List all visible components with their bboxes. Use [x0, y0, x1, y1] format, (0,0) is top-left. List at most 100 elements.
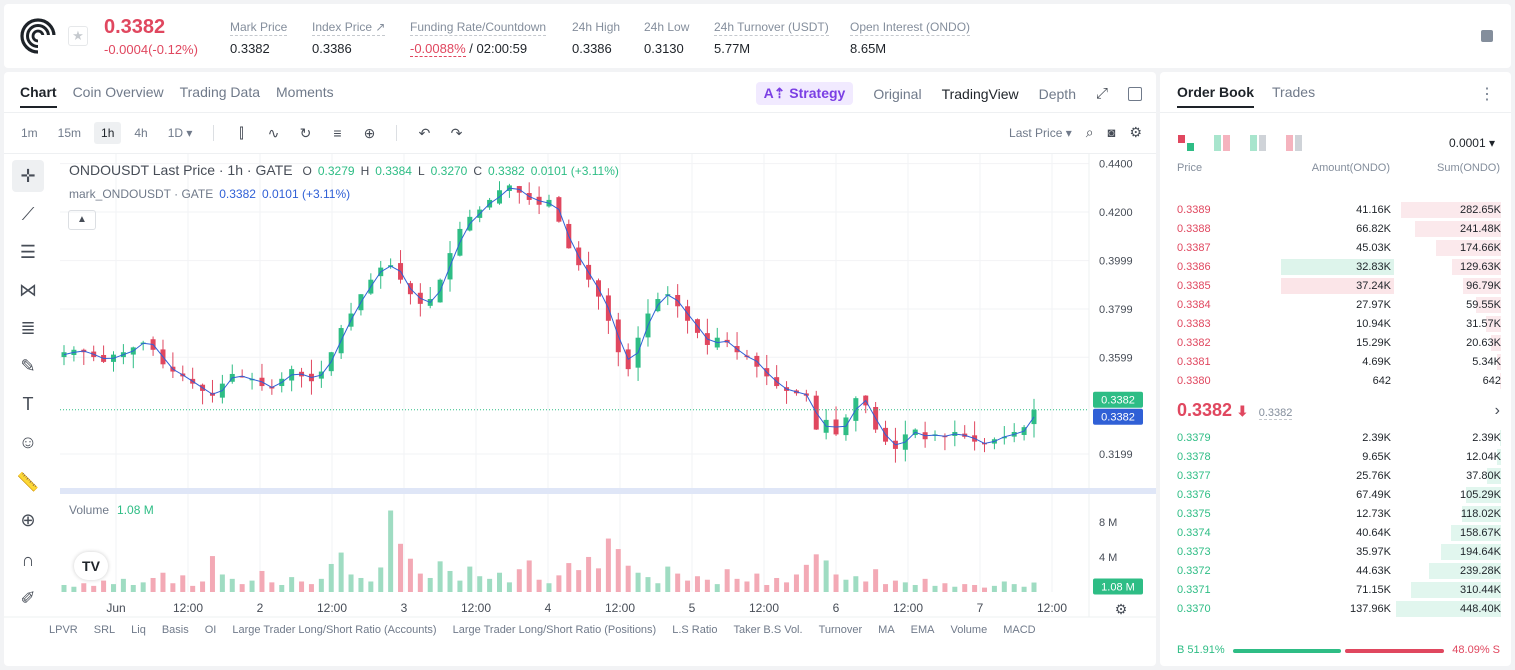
emoji-icon[interactable]: ☺ — [18, 431, 38, 452]
camera-icon[interactable]: ◙ — [1107, 125, 1116, 140]
stat-label[interactable]: Mark Price — [230, 20, 288, 36]
indicators-icon[interactable]: ∿ — [267, 124, 280, 141]
depth-bar — [1401, 202, 1501, 218]
tab-depth[interactable]: Depth — [1038, 85, 1076, 102]
indicator-item[interactable]: Large Trader Long/Short Ratio (Accounts) — [232, 624, 437, 636]
indicator-item[interactable]: MACD — [1003, 624, 1036, 636]
ask-row[interactable]: 0.3383 10.94K 31.57K — [1160, 314, 1511, 333]
tab-trading-data[interactable]: Trading Data — [179, 84, 261, 100]
depth-bar — [1496, 449, 1501, 465]
book-icon[interactable] — [1481, 30, 1493, 42]
stat-label[interactable]: 24h Turnover (USDT) — [714, 20, 829, 36]
tab-tradingview[interactable]: TradingView — [941, 85, 1019, 102]
bid-row[interactable]: 0.3377 25.76K 37.80K — [1160, 466, 1511, 485]
timeframe-1m[interactable]: 1m — [21, 126, 38, 140]
indicator-item[interactable]: Basis — [161, 624, 189, 636]
pencil-lock-icon[interactable]: ✐ — [20, 587, 36, 608]
tradingview-logo-icon[interactable]: TV — [74, 552, 108, 580]
search-icon[interactable]: ⌕ — [1085, 124, 1094, 140]
both-sides-mode-icon[interactable] — [1178, 135, 1194, 151]
brush-icon[interactable]: ✎ — [20, 355, 36, 376]
indicator-item[interactable]: EMA — [910, 624, 935, 636]
asks-only-mode-icon[interactable] — [1286, 135, 1302, 151]
bid-row[interactable]: 0.3376 67.49K 105.29K — [1160, 485, 1511, 504]
row-sum: 129.63K — [1460, 261, 1501, 273]
axis-settings-icon[interactable]: ⚙ — [1115, 601, 1128, 617]
tab-moments[interactable]: Moments — [276, 84, 334, 100]
tab-order-book[interactable]: Order Book — [1177, 84, 1255, 108]
undo-icon[interactable]: ↶ — [418, 124, 431, 141]
indicator-item[interactable]: Liq — [131, 624, 146, 636]
depth-bar — [1435, 240, 1501, 256]
fib-icon[interactable]: ≣ — [20, 317, 36, 338]
indicator-item[interactable]: SRL — [93, 624, 116, 636]
candle-type-icon[interactable]: ⫿ — [239, 124, 244, 141]
zoom-in-icon[interactable]: ⊕ — [20, 509, 36, 530]
add-alert-icon[interactable]: ⊕ — [363, 124, 376, 141]
tab-original[interactable]: Original — [873, 85, 922, 102]
expand-icon[interactable]: ⤢ — [1095, 85, 1108, 102]
collapse-legend-button[interactable]: ▲ — [68, 210, 96, 230]
bid-row[interactable]: 0.3373 35.97K 194.64K — [1160, 542, 1511, 561]
tab-coin-overview[interactable]: Coin Overview — [72, 84, 164, 100]
indicator-item[interactable]: Large Trader Long/Short Ratio (Positions… — [452, 624, 657, 636]
settings-gear-icon[interactable]: ⚙ — [1129, 124, 1142, 140]
bid-row[interactable]: 0.3375 12.73K 118.02K — [1160, 504, 1511, 523]
ask-row[interactable]: 0.3388 66.82K 241.48K — [1160, 219, 1511, 238]
orderbook-mid-price[interactable]: 0.3382 ⬇ 0.3382 › — [1177, 400, 1500, 424]
tab-trades[interactable]: Trades — [1272, 84, 1316, 100]
favorite-star-icon[interactable]: ★ — [68, 26, 88, 46]
crosshair-icon[interactable]: ✛ — [12, 160, 44, 192]
ask-row[interactable]: 0.3381 4.69K 5.34K — [1160, 352, 1511, 371]
indicator-item[interactable]: OI — [204, 624, 217, 636]
ask-row[interactable]: 0.3387 45.03K 174.66K — [1160, 238, 1511, 257]
sell-ratio: 48.09% S — [1452, 644, 1500, 656]
bid-row[interactable]: 0.3372 44.63K 239.28K — [1160, 561, 1511, 580]
magnet-icon[interactable]: ∩ — [21, 549, 35, 570]
ruler-icon[interactable]: 📏 — [16, 471, 40, 492]
indicator-item[interactable]: LPVR — [49, 624, 78, 636]
indicator-item[interactable]: L.S Ratio — [672, 624, 718, 636]
ask-row[interactable]: 0.3382 15.29K 20.63K — [1160, 333, 1511, 352]
ask-row[interactable]: 0.3389 41.16K 282.65K — [1160, 200, 1511, 219]
horizontal-lines-icon[interactable]: ☰ — [19, 241, 37, 262]
bid-row[interactable]: 0.3379 2.39K 2.39K — [1160, 428, 1511, 447]
ask-row[interactable]: 0.3380 642 642 — [1160, 371, 1511, 390]
timeframe-1h[interactable]: 1h — [94, 122, 122, 144]
timeframe-4h[interactable]: 4h — [134, 126, 148, 140]
bid-row[interactable]: 0.3370 137.96K 448.40K — [1160, 599, 1511, 618]
indicator-item[interactable]: MA — [878, 624, 895, 636]
stat-label[interactable]: Index Price ↗ — [312, 20, 386, 36]
indicator-item[interactable]: Taker B.S Vol. — [733, 624, 803, 636]
chevron-right-icon[interactable]: › — [1494, 402, 1500, 419]
stat-label[interactable]: Open Interest (ONDO) — [850, 20, 971, 36]
bid-row[interactable]: 0.3374 40.64K 158.67K — [1160, 523, 1511, 542]
bid-row[interactable]: 0.3378 9.65K 12.04K — [1160, 447, 1511, 466]
stat-label[interactable]: Funding Rate/Countdown — [410, 20, 547, 36]
timeframe-1d[interactable]: 1D ▾ — [167, 126, 193, 140]
more-vertical-icon[interactable]: ⋮ — [1479, 86, 1495, 103]
tick-size-select[interactable]: 0.0001 ▾ — [1448, 136, 1495, 150]
window-icon[interactable] — [1128, 86, 1142, 101]
mid-mark-price: 0.3382 — [1258, 407, 1293, 420]
timeframe-15m[interactable]: 15m — [57, 126, 82, 140]
text-icon[interactable]: T — [22, 393, 34, 414]
ask-row[interactable]: 0.3384 27.97K 59.55K — [1160, 295, 1511, 314]
tab-chart[interactable]: Chart — [20, 84, 57, 108]
replay-icon[interactable]: ↻ — [299, 124, 312, 141]
redo-icon[interactable]: ↷ — [450, 124, 463, 141]
price-type-select[interactable]: Last Price ▾ — [1009, 125, 1072, 140]
bid-row[interactable]: 0.3371 71.15K 310.44K — [1160, 580, 1511, 599]
candlestick-chart[interactable]: 0.4400 0.4200 0.3999 0.3799 0.3599 0.3199 Jun 1… — [4, 72, 1156, 666]
ask-row[interactable]: 0.3386 32.83K 129.63K — [1160, 257, 1511, 276]
ask-row[interactable]: 0.3385 37.24K 96.79K — [1160, 276, 1511, 295]
trend-line-icon[interactable]: ⟋ — [21, 203, 35, 224]
pattern-icon[interactable]: ⋈ — [19, 279, 37, 300]
buy-ratio-bar — [1233, 649, 1341, 653]
indicator-item[interactable]: Turnover — [818, 624, 863, 636]
bids-only-mode-icon[interactable] — [1250, 135, 1266, 151]
templates-icon[interactable]: ≡ — [333, 125, 342, 141]
split-mode-icon[interactable] — [1214, 135, 1230, 151]
strategy-button[interactable]: A⇡ Strategy — [755, 82, 854, 105]
indicator-item[interactable]: Volume — [950, 624, 988, 636]
